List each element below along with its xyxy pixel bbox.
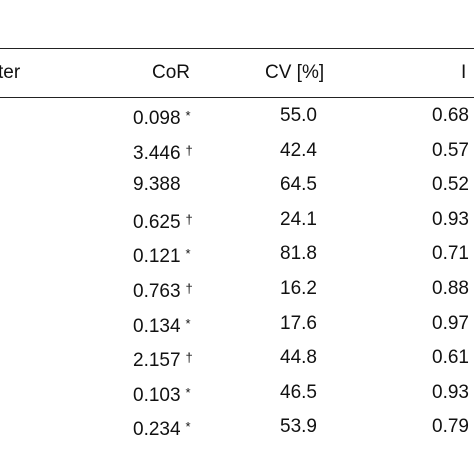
significance-mark: † [185,281,193,296]
column-header-cor: CoR [152,62,191,83]
cell-last: 0.93 [432,208,469,230]
significance-mark: † [185,211,193,227]
significance-mark: * [185,246,191,262]
cell-cv: 55.0 [280,105,317,126]
cell-cor: 9.388 [133,172,181,198]
cell-cor: 0.098 * [133,103,191,132]
table-row: 0.121 * 81.8 0.71 [0,237,474,271]
cell-cor: 0.625 † [133,207,193,236]
cell-last: 0.52 [432,174,469,196]
cell-cor: 0.234 * [133,414,191,443]
significance-mark: * [185,419,191,435]
column-header-last: I [461,62,467,83]
cell-cv: 24.1 [280,208,317,230]
table-row: 0.234 * 53.9 0.79 [0,410,474,444]
cell-last: 0.71 [432,243,469,265]
cell-cv: 81.8 [280,243,317,265]
table-row: 0.098 * 55.0 0.68 [0,99,474,133]
table-row: 3.446 † 42.4 0.57 [0,134,474,168]
significance-mark: † [185,142,193,158]
cell-cv: 17.6 [280,312,317,334]
cell-cor: 0.103 * [133,380,191,409]
table-row: 0.134 * 17.6 0.97 [0,307,474,341]
cell-last: 0.93 [432,381,469,403]
significance-mark: † [185,350,193,366]
cell-cv: 16.2 [280,278,317,299]
cell-cor: 0.134 * [133,311,191,340]
cell-cv: 44.8 [280,347,317,369]
column-header-parameter: ter [0,62,21,83]
cell-cor-value: 0.134 [133,315,181,337]
significance-mark: * [185,108,191,123]
significance-mark: * [185,315,191,331]
significance-mark: * [185,384,191,400]
cell-cor-value: 2.157 [133,350,181,372]
cell-cv: 64.5 [280,174,317,196]
table-row: 0.103 * 46.5 0.93 [0,376,474,410]
table-row: 2.157 † 44.8 0.61 [0,341,474,375]
column-header-cv: CV [%] [265,62,325,83]
cell-cv: 53.9 [280,416,317,438]
cell-cor-value: 9.388 [133,174,181,196]
cell-cor: 3.446 † [133,138,193,167]
cell-cor-value: 0.763 [133,281,181,302]
cell-cor: 0.763 † [133,276,193,305]
cell-cv: 42.4 [280,139,317,161]
cell-cv: 46.5 [280,381,317,403]
cell-cor-value: 0.121 [133,246,181,268]
table-header-rule [0,97,474,98]
cell-last: 0.79 [432,416,469,438]
cell-last: 0.68 [432,105,469,126]
cell-cor-value: 0.625 [133,211,181,233]
cell-cor-value: 0.234 [133,419,181,441]
cell-last: 0.57 [432,139,469,161]
cell-last: 0.97 [432,312,469,334]
table-row: 0.625 † 24.1 0.93 [0,203,474,237]
cell-cor-value: 0.098 [133,108,181,129]
cell-cor: 2.157 † [133,345,193,374]
table-row: 9.388 64.5 0.52 [0,168,474,202]
cell-cor-value: 0.103 [133,384,181,406]
cell-cor: 0.121 * [133,241,191,270]
table-top-rule [0,48,474,49]
cell-last: 0.88 [432,278,469,299]
cell-last: 0.61 [432,347,469,369]
table-row: 0.763 † 16.2 0.88 [0,272,474,306]
cell-cor-value: 3.446 [133,142,181,164]
